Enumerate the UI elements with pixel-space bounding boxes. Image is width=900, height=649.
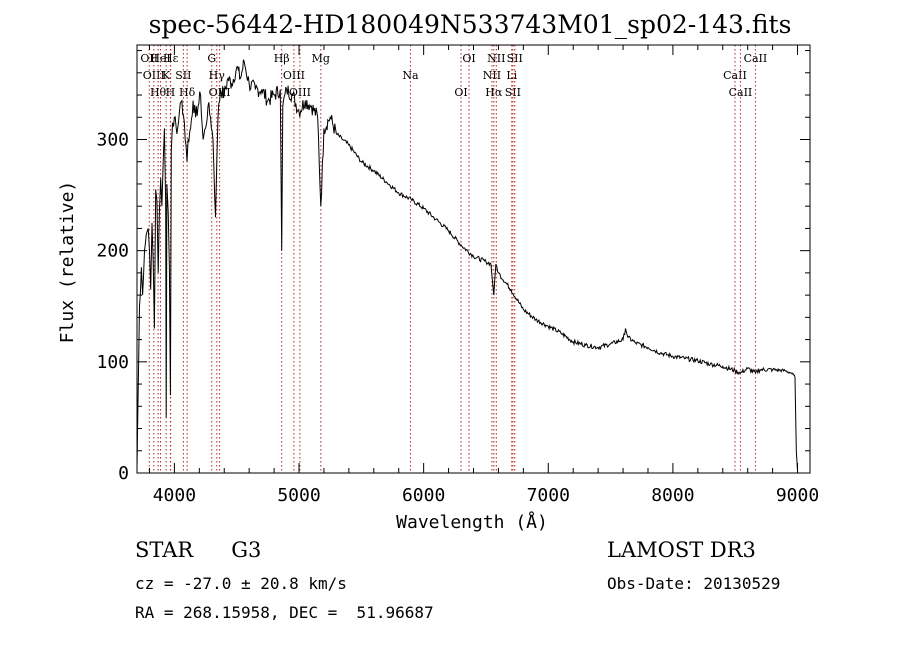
x-tick-label: 8000 [651,485,694,506]
spectrum-series [136,59,798,471]
marker-label: G [207,52,216,65]
marker-label: Hδ [179,86,196,99]
marker-label: SII [507,52,523,65]
axes: 4000 5000 6000 7000 8000 9000 0 100 200 300 [96,45,819,506]
marker-label: CaII [744,52,768,65]
y-tick-label: 100 [96,352,129,373]
survey-name: LAMOST DR3 [607,538,756,562]
marker-label: OI [454,86,467,99]
spectrum-line [136,59,798,471]
y-tick-label: 0 [118,463,129,484]
y-tick-label: 300 [96,129,129,150]
observation-date: Obs-Date: 20130529 [607,574,781,593]
marker-label: H [166,86,176,99]
object-type: STAR [135,538,194,562]
marker-label: OIII [289,86,311,99]
marker-label: OIII [143,69,165,82]
marker-label: SII [175,69,191,82]
marker-label: SII [505,86,521,99]
marker-label: K [162,69,171,82]
marker-label: NII [487,52,505,65]
marker-label: NII [483,69,501,82]
marker-label: Li [506,69,517,82]
line-markers: OIIOIIIHθHeIKHHεSIIHδGHγOIIIHβOIIIOIIIMg… [140,45,767,473]
marker-label: CaII [729,86,753,99]
x-tick-label: 9000 [776,485,819,506]
marker-label: Hβ [274,52,290,65]
chart-title: spec-56442-HD180049N533743M01_sp02-143.f… [149,10,792,39]
marker-label: Mg [312,52,330,65]
marker-label: Hα [485,86,503,99]
marker-label: Hγ [209,69,226,82]
marker-label: OIII [283,69,305,82]
x-tick-label: 6000 [402,485,445,506]
x-tick-label: 5000 [277,485,320,506]
redshift-velocity: cz = -27.0 ± 20.8 km/s [135,574,347,593]
marker-label: CaII [723,69,747,82]
coordinates: RA = 268.15958, DEC = 51.96687 [135,603,434,622]
y-tick-label: 200 [96,241,129,262]
marker-label: Hε [163,52,179,65]
y-axis-label: Flux (relative) [57,181,78,344]
x-tick-label: 4000 [153,485,196,506]
object-classification: STAR G3 [135,538,261,562]
marker-label: Na [402,69,419,82]
marker-label: OI [462,52,475,65]
spectral-subclass: G3 [231,538,262,562]
plot-frame [136,44,811,474]
x-tick-label: 7000 [527,485,570,506]
x-axis-label: Wavelength (Å) [396,511,548,533]
marker-label: Hθ [150,86,167,99]
